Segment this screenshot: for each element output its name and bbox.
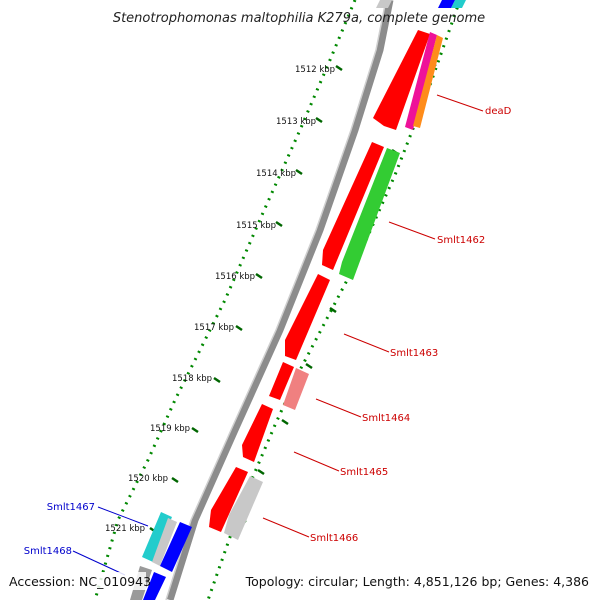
- accession-backing: [4, 572, 146, 590]
- gene-fragment-blue: [438, 0, 455, 8]
- gene-arrow-gray: [224, 476, 263, 540]
- backbone-shine: [165, 0, 387, 600]
- gene-label: Smlt1465: [340, 467, 388, 478]
- gene-label: Smlt1464: [362, 413, 410, 424]
- gene-arrow-blue: [160, 522, 192, 572]
- gene-arrow-red: [322, 142, 384, 270]
- tick-label: 1515 kbp: [236, 221, 276, 231]
- tick-label: 1520 kbp: [128, 474, 168, 484]
- gene-label: Smlt1467: [47, 502, 95, 513]
- gene-arrow-red: [373, 30, 430, 130]
- accession-text: Accession: NC_010943: [9, 574, 151, 589]
- gene-label: Smlt1466: [310, 533, 358, 544]
- label-connectors: [72, 94, 484, 576]
- gene-label: deaD: [485, 106, 512, 117]
- gene-arrow-green: [339, 148, 400, 280]
- gene-arrow-red: [209, 467, 248, 532]
- gene-arrow-orange: [413, 35, 443, 128]
- tick-label: 1514 kbp: [256, 169, 296, 179]
- gene-arrow-red: [269, 362, 294, 400]
- tick-label: 1519 kbp: [150, 424, 190, 434]
- gene-arrow-red: [285, 274, 330, 360]
- tick-label: 1518 kbp: [172, 374, 212, 384]
- backbone: [166, 0, 394, 600]
- gene-fragment-cyan: [451, 0, 466, 8]
- gene-arrow-magenta: [405, 32, 437, 130]
- gene-label: Smlt1468: [24, 546, 72, 557]
- gene-arrow-cyan: [142, 512, 172, 562]
- gene-arrow-blue: [143, 572, 166, 600]
- gene-fragment-gray: [376, 0, 392, 8]
- gene-arrow-pink: [283, 368, 309, 410]
- tick-label: 1516 kbp: [215, 272, 255, 282]
- gene-label: Smlt1462: [437, 235, 485, 246]
- tick-label: 1521 kbp: [105, 524, 145, 534]
- tick-label: 1517 kbp: [194, 323, 234, 333]
- gene-arrow-gray: [152, 518, 177, 566]
- gene-arrow-red: [242, 404, 273, 462]
- outer-dotted-track: [206, 0, 462, 600]
- tick-label: 1513 kbp: [276, 117, 316, 127]
- tick-label: 1512 kbp: [295, 65, 335, 75]
- summary-backing: [256, 572, 594, 590]
- gene-label: Smlt1463: [390, 348, 438, 359]
- summary-text: Topology: circular; Length: 4,851,126 bp…: [245, 574, 589, 589]
- page-title: Stenotrophomonas maltophilia K279a, comp…: [113, 11, 485, 26]
